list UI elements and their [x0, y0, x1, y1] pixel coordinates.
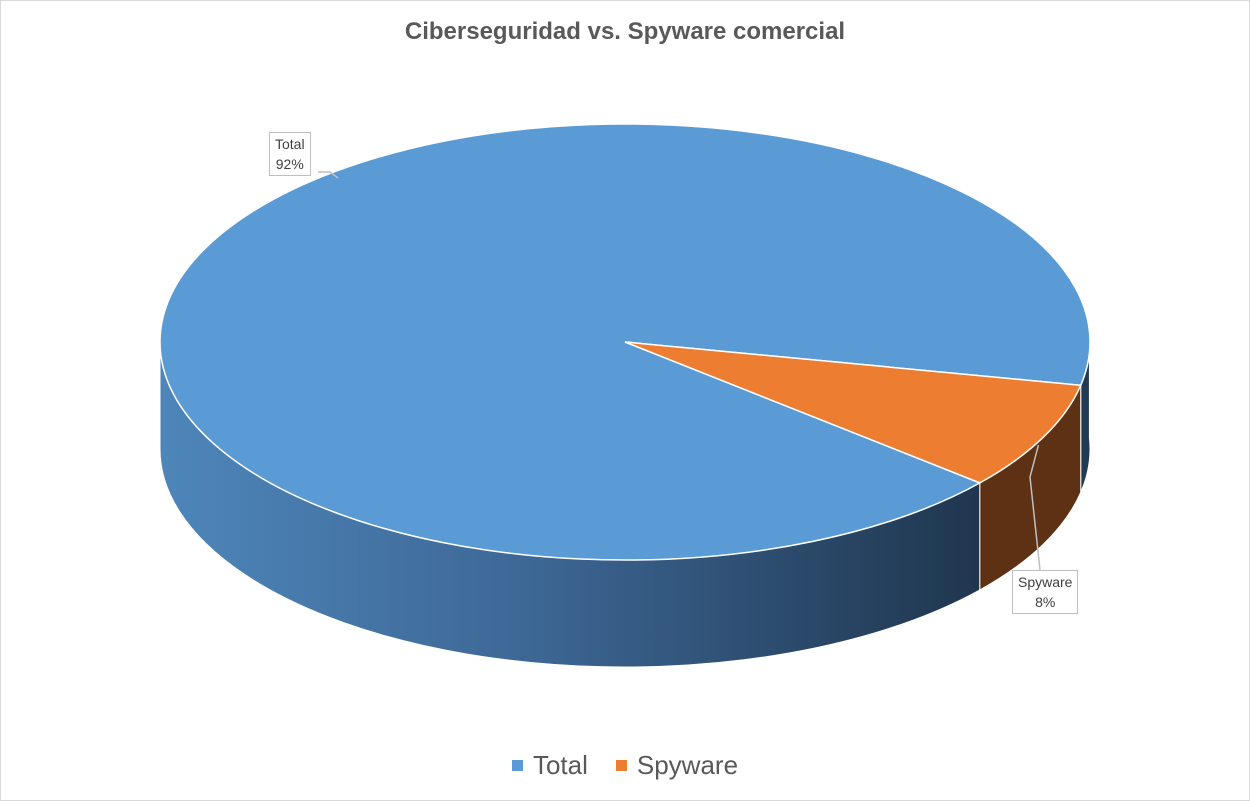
- legend-swatch-total: [511, 760, 523, 771]
- data-label-total-name: Total: [275, 136, 305, 152]
- legend-swatch-spyware: [615, 760, 627, 771]
- legend: Total Spyware: [0, 750, 1250, 781]
- legend-label-total: Total: [532, 750, 588, 780]
- data-label-spyware-name: Spyware: [1018, 574, 1073, 590]
- data-label-total: Total 92%: [269, 132, 311, 176]
- leader-line-spyware: [1029, 444, 1041, 571]
- data-label-spyware-value: 8%: [1035, 594, 1056, 610]
- legend-label-spyware: Spyware: [636, 750, 739, 780]
- legend-item-total: Total: [511, 750, 588, 781]
- chart-title: Ciberseguridad vs. Spyware comercial: [404, 18, 846, 45]
- data-label-spyware: Spyware 8%: [1012, 570, 1079, 614]
- slice-spyware: [624, 341, 1082, 484]
- legend-item-spyware: Spyware: [615, 750, 739, 781]
- leader-line-total: [318, 171, 339, 179]
- data-label-total-value: 92%: [275, 156, 304, 172]
